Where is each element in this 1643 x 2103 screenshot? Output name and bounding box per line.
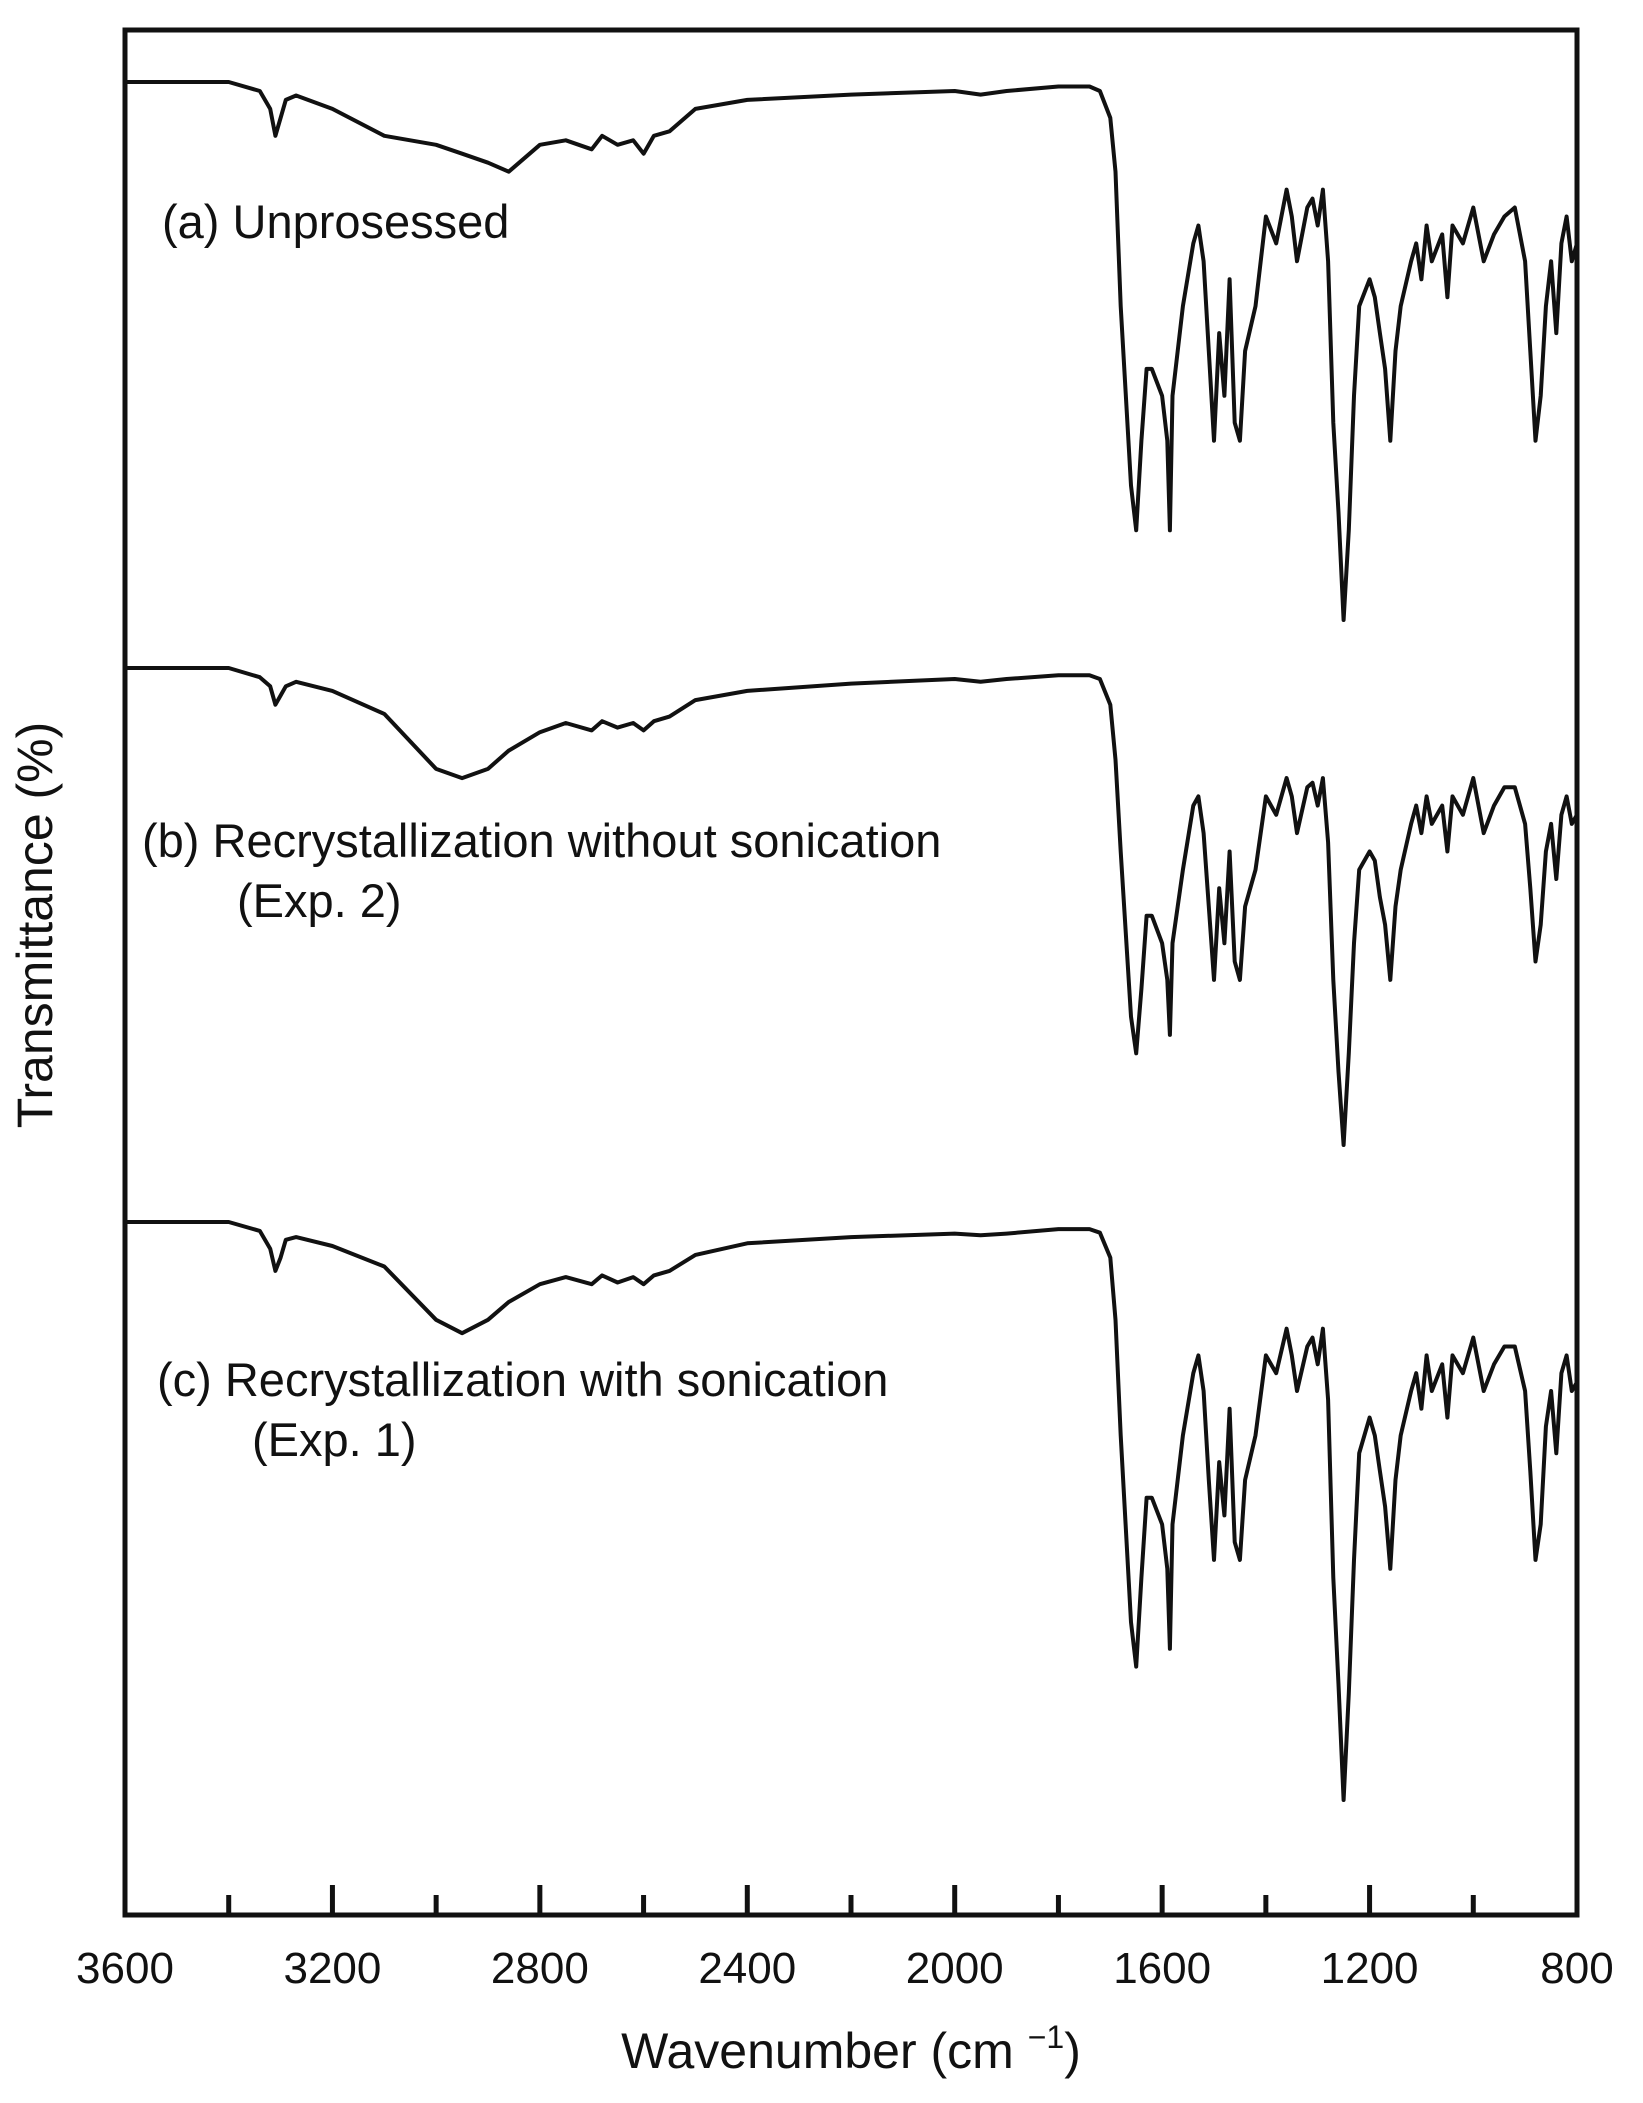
series-line-a xyxy=(125,80,1579,622)
x-tick-label-3200: 3200 xyxy=(283,1944,381,1993)
series-label-c-line2: (Exp. 1) xyxy=(252,1413,417,1466)
series-labels: (a) Unprosessed (b) Recrystallization wit… xyxy=(142,195,941,1466)
x-tick-label-2800: 2800 xyxy=(491,1944,589,1993)
x-tick-label-800: 800 xyxy=(1540,1944,1613,1993)
series-line-c xyxy=(125,1220,1579,1802)
x-tick-label-1200: 1200 xyxy=(1321,1944,1419,1993)
series-label-c: (c) Recrystallization with sonication xyxy=(157,1353,888,1406)
series-label-b: (b) Recrystallization without sonication xyxy=(142,814,941,867)
series-line-b xyxy=(125,666,1579,1147)
x-tick-label-1600: 1600 xyxy=(1113,1944,1211,1993)
x-axis-ticks: 3600 3200 2800 2400 2000 1600 1200 800 xyxy=(76,1885,1614,1993)
x-axis-title: Wavenumber (cm −1) xyxy=(621,2019,1081,2079)
series-layer xyxy=(125,80,1579,1802)
x-tick-label-3600: 3600 xyxy=(76,1944,174,1993)
x-tick-label-2000: 2000 xyxy=(906,1944,1004,1993)
x-tick-label-2400: 2400 xyxy=(698,1944,796,1993)
series-label-b-line2: (Exp. 2) xyxy=(237,874,402,927)
series-label-a: (a) Unprosessed xyxy=(162,195,509,248)
y-axis-title: Transmittance (%) xyxy=(7,722,63,1129)
